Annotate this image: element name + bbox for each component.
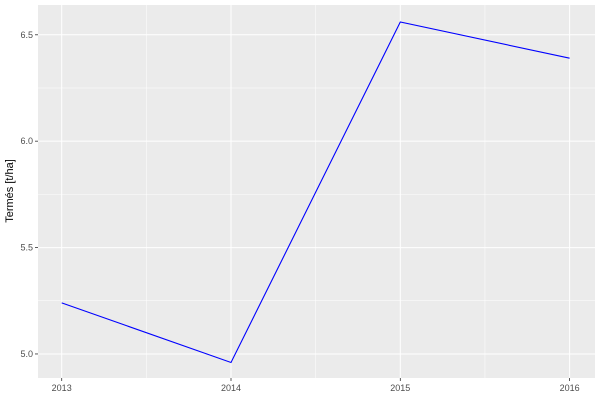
y-tick-label: 6.5 <box>20 30 33 40</box>
x-tick-label: 2014 <box>221 383 241 393</box>
y-tick-label: 5.5 <box>20 243 33 253</box>
x-tick-label: 2013 <box>52 383 72 393</box>
y-tick-label: 5.0 <box>20 349 33 359</box>
y-tick-label: 6.0 <box>20 136 33 146</box>
series-line <box>61 21 570 364</box>
x-tick-label: 2016 <box>560 383 580 393</box>
y-axis-label: Termés [t/ha] <box>4 159 16 223</box>
x-tick-label: 2015 <box>390 383 410 393</box>
